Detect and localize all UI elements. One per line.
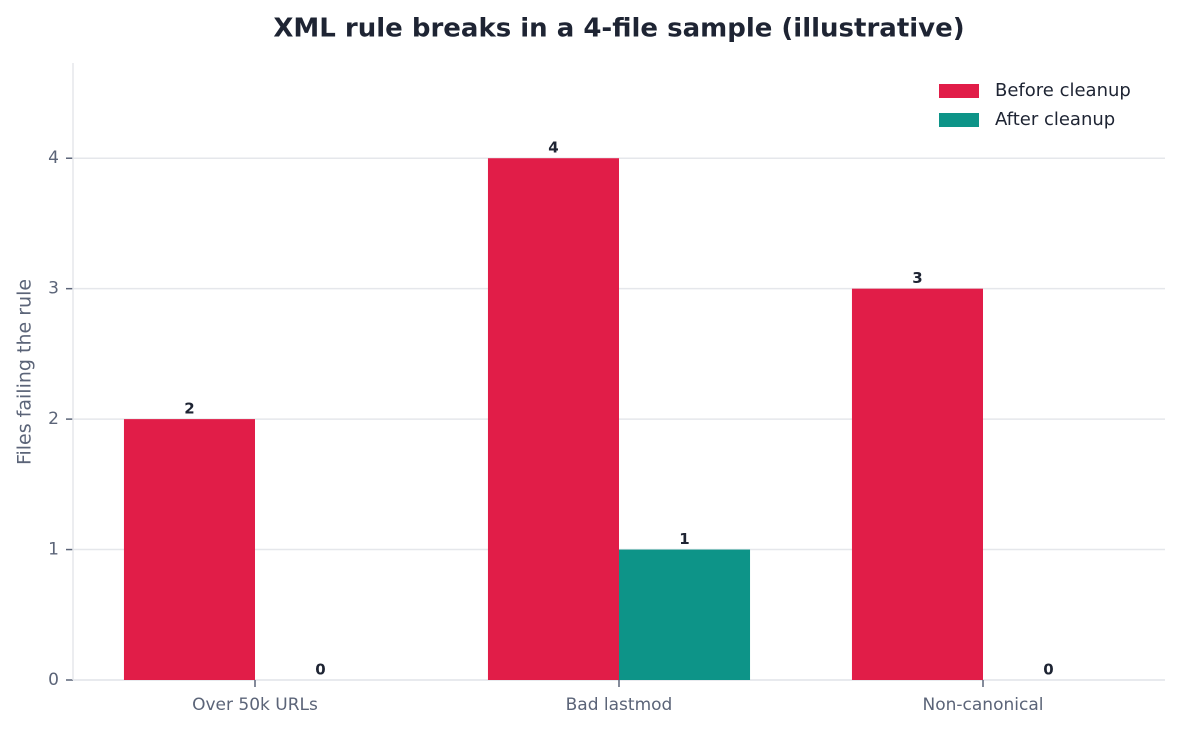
y-tick-label: 0 xyxy=(48,670,59,690)
legend-swatch xyxy=(939,113,979,127)
value-label: 0 xyxy=(315,661,325,679)
bar xyxy=(123,419,256,680)
y-tick-label: 4 xyxy=(48,148,59,168)
bar xyxy=(487,158,619,680)
legend-swatch xyxy=(939,84,979,98)
value-label: 0 xyxy=(1043,661,1053,679)
value-label: 2 xyxy=(184,400,194,418)
legend-label: After cleanup xyxy=(995,109,1115,130)
x-tick-label: Over 50k URLs xyxy=(192,695,318,715)
bar xyxy=(851,288,983,680)
value-label: 4 xyxy=(548,139,558,157)
chart-title: XML rule breaks in a 4-file sample (illu… xyxy=(273,14,964,44)
y-tick-label: 1 xyxy=(48,540,59,560)
y-axis-label: Files failing the rule xyxy=(14,279,36,465)
y-tick-label: 2 xyxy=(48,409,59,429)
x-tick-label: Bad lastmod xyxy=(566,695,673,715)
x-tick-label: Non-canonical xyxy=(923,695,1044,715)
y-tick-label: 3 xyxy=(48,279,59,299)
legend-label: Before cleanup xyxy=(995,80,1131,101)
value-label: 1 xyxy=(679,530,689,548)
bar xyxy=(619,549,751,680)
value-label: 3 xyxy=(912,269,922,287)
